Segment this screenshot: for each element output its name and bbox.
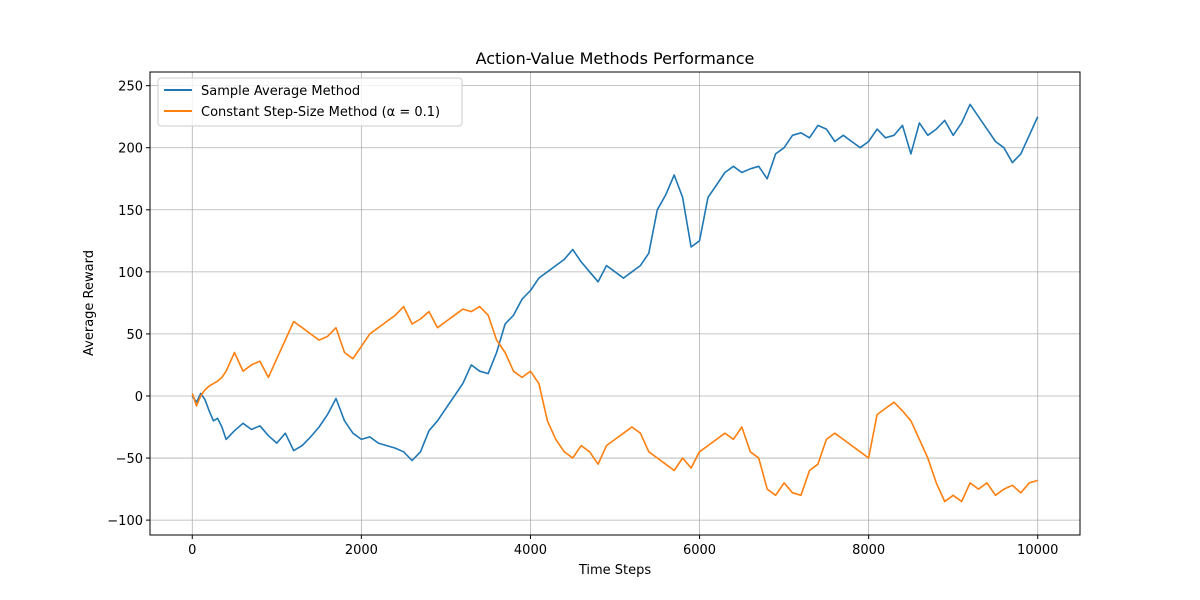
y-tick-label: 0: [135, 390, 143, 405]
x-axis-title: Time Steps: [578, 563, 652, 578]
y-axis-ticks: −100 −50 0 50 100 150 200 250: [107, 80, 150, 529]
legend-box: [157, 77, 463, 127]
y-tick-label: −100: [107, 514, 143, 529]
x-tick-label: 2000: [345, 543, 378, 558]
y-tick-label: −50: [116, 452, 143, 467]
x-tick-label: 6000: [683, 543, 716, 558]
legend-label-sample-average: Sample Average Method: [201, 84, 360, 99]
plot-area-frame: [149, 71, 1081, 536]
y-axis-title: Average Reward: [82, 250, 97, 356]
x-axis-ticks: 0 2000 4000 6000 8000 10000: [188, 535, 1058, 558]
legend: Sample Average Method Constant Step-Size…: [157, 77, 463, 127]
x-tick-label: 4000: [514, 543, 547, 558]
series-line-sample-average: [191, 103, 1039, 462]
x-tick-label: 8000: [852, 543, 885, 558]
legend-label-constant-step-size: Constant Step-Size Method (α = 0.1): [201, 105, 440, 120]
x-tick-label: 0: [188, 543, 196, 558]
series-line-constant-step-size: [191, 305, 1038, 503]
chart-title: Action-Value Methods Performance: [476, 49, 755, 68]
x-tick-label: 10000: [1017, 543, 1058, 558]
y-tick-label: 150: [118, 204, 143, 219]
y-tick-label: 250: [118, 80, 143, 95]
y-tick-label: 200: [118, 142, 143, 157]
y-tick-label: 50: [126, 328, 143, 343]
series-lines: [191, 103, 1039, 503]
y-tick-label: 100: [118, 266, 143, 281]
